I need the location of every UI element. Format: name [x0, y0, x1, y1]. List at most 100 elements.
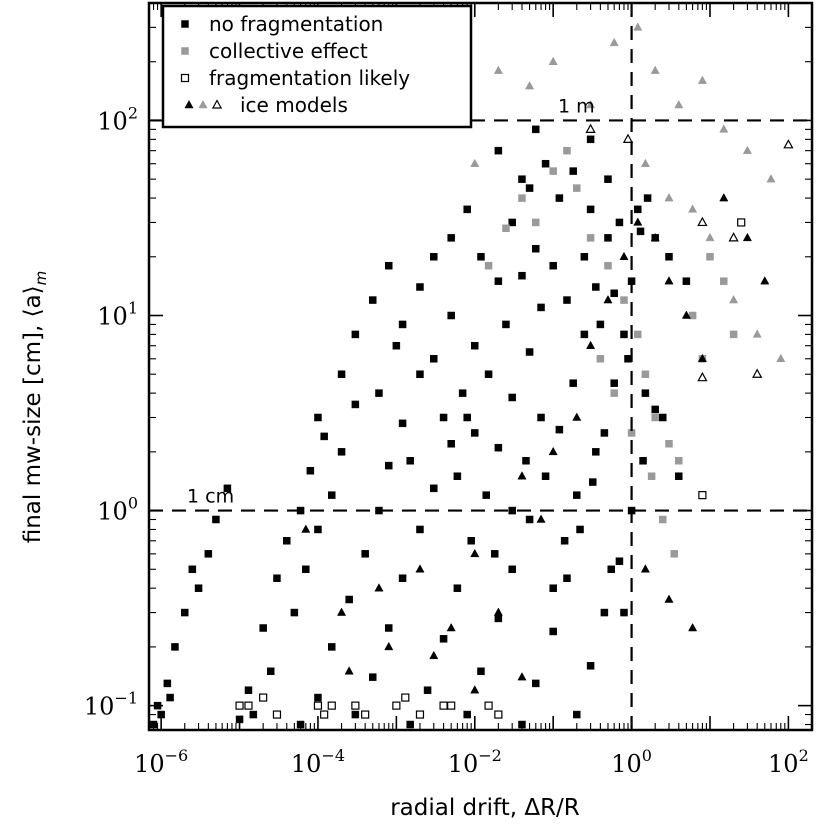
data-point	[719, 124, 729, 133]
data-point	[463, 710, 471, 719]
data-point	[259, 624, 267, 632]
y-axis-title-main: final mw-size [cm], ⟨a⟩	[20, 285, 46, 543]
data-point	[235, 701, 244, 710]
data-point	[641, 370, 650, 378]
y-axis-title-group: final mw-size [cm], ⟨a⟩m	[20, 271, 50, 544]
data-point	[585, 123, 596, 133]
data-point	[374, 583, 384, 592]
data-point	[369, 296, 377, 304]
data-point	[719, 193, 729, 202]
data-point	[439, 413, 448, 422]
data-point	[600, 608, 609, 617]
data-point	[401, 693, 410, 702]
data-point	[697, 216, 708, 227]
x-axis-title: radial drift, ΔR/R	[390, 795, 580, 821]
series-fragmentation-likely	[235, 218, 746, 719]
data-point	[344, 666, 354, 675]
data-point	[615, 557, 624, 565]
data-point	[592, 448, 600, 456]
data-point	[166, 693, 174, 702]
data-point	[375, 389, 383, 397]
data-point	[643, 194, 652, 202]
data-point	[573, 184, 581, 192]
data-point	[622, 133, 634, 143]
data-point	[493, 607, 503, 616]
data-point	[272, 710, 282, 719]
data-point	[569, 379, 577, 387]
y-tick-label: 102	[97, 103, 138, 135]
data-point	[682, 277, 691, 285]
data-point	[783, 139, 794, 149]
data-point	[423, 686, 432, 694]
data-point	[541, 472, 550, 480]
data-point	[576, 525, 584, 534]
data-point	[430, 355, 438, 363]
data-point	[592, 283, 600, 291]
data-point	[610, 379, 618, 387]
x-tick-label: 10−4	[291, 746, 345, 778]
data-point	[586, 99, 596, 109]
data-point	[596, 355, 605, 363]
annotation-1cm: 1 cm	[187, 486, 234, 508]
annotation-1m: 1 m	[558, 95, 595, 117]
data-point	[549, 167, 557, 175]
data-point	[548, 56, 558, 65]
reference-lines-layer	[149, 3, 812, 730]
data-point	[573, 710, 581, 719]
series-ice-models-collective-	[470, 22, 786, 363]
data-point	[665, 253, 673, 261]
data-point	[439, 701, 448, 710]
data-point	[607, 565, 615, 574]
data-point	[415, 564, 425, 573]
data-point	[604, 175, 612, 183]
data-point	[415, 710, 425, 719]
data-point	[171, 643, 179, 651]
data-point	[328, 491, 336, 499]
data-point	[604, 234, 612, 242]
data-point	[586, 234, 595, 242]
data-point	[525, 81, 535, 90]
data-point	[351, 400, 360, 409]
data-point	[223, 484, 232, 493]
data-point	[188, 565, 197, 574]
data-point	[586, 662, 595, 670]
data-point	[163, 679, 172, 688]
data-point	[361, 710, 370, 719]
data-point	[244, 701, 253, 710]
data-point	[596, 320, 605, 329]
data-point	[664, 594, 674, 603]
data-point	[555, 425, 564, 434]
data-point	[532, 244, 540, 253]
data-point	[659, 515, 667, 524]
data-point	[609, 37, 619, 47]
legend-marker-square	[181, 20, 189, 28]
data-point	[659, 413, 667, 422]
data-point	[463, 413, 471, 422]
data-point	[525, 515, 534, 524]
data-point	[624, 355, 632, 363]
data-point	[491, 550, 499, 558]
data-point	[549, 261, 557, 270]
data-point	[675, 457, 683, 465]
data-point	[494, 614, 503, 623]
data-point	[651, 405, 659, 414]
data-point	[439, 635, 448, 643]
data-point	[453, 472, 462, 480]
data-point	[267, 667, 275, 676]
data-point	[337, 607, 347, 616]
legend-marker-triangle	[198, 99, 208, 109]
data-point	[641, 389, 650, 397]
data-point	[537, 303, 545, 312]
data-point	[766, 174, 776, 183]
data-point	[467, 537, 475, 545]
data-point	[650, 232, 660, 242]
data-point	[204, 550, 213, 558]
y-tick-label: 101	[97, 299, 138, 331]
data-point	[620, 330, 628, 339]
data-point	[398, 320, 407, 329]
data-point	[508, 218, 516, 227]
data-point	[508, 565, 516, 574]
data-point	[688, 622, 698, 632]
x-tick-label: 102	[768, 746, 809, 778]
data-point	[306, 466, 315, 475]
